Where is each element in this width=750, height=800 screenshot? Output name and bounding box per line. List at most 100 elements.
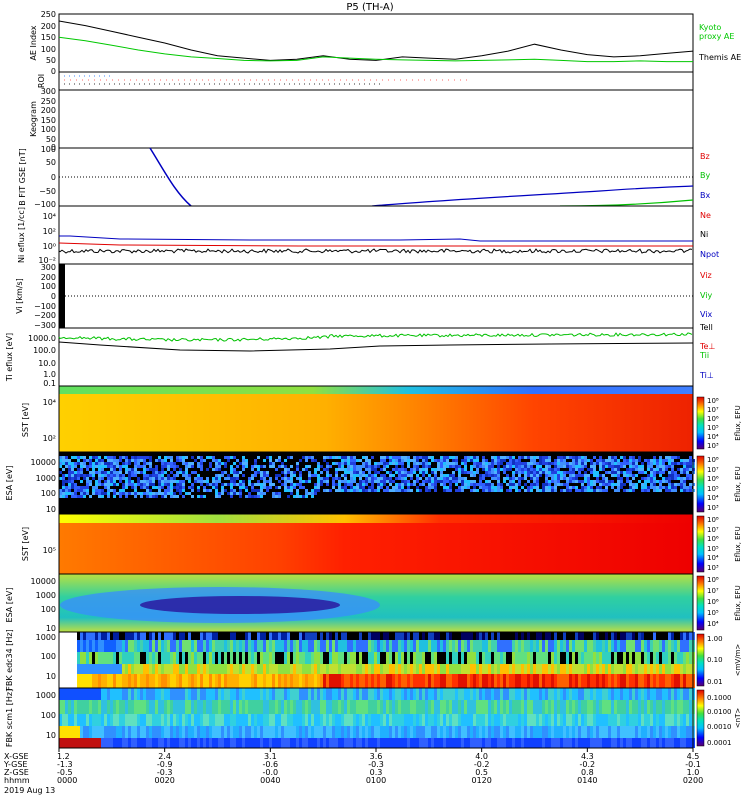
fbk-cell	[191, 700, 194, 714]
esa-e-cell	[497, 462, 500, 465]
esa-e-cell	[581, 486, 584, 489]
fbk-cell	[158, 674, 161, 688]
esa-e-cell	[131, 459, 134, 462]
esa-e-cell	[74, 483, 77, 486]
esa-e-cell	[509, 480, 512, 483]
fbk-cell	[215, 664, 218, 674]
fbk-cell	[605, 640, 608, 652]
fbk-cell	[425, 664, 428, 674]
fbk-cell	[392, 714, 395, 726]
esa-e-cell	[77, 486, 80, 489]
fbk-cell	[659, 688, 662, 700]
fbk-cell	[641, 640, 644, 652]
esa-e-cell	[452, 459, 455, 462]
fbk-cell	[137, 726, 140, 738]
legend-teperp: Te⊥	[699, 342, 715, 351]
x-axis-tick-label: 0.3	[370, 768, 383, 777]
fbk-cell	[92, 738, 95, 748]
esa-e-cell	[599, 480, 602, 483]
fbk-cell	[377, 726, 380, 738]
fbk-cell	[470, 652, 473, 664]
fbk-cell	[674, 714, 677, 726]
fbk-cell	[119, 738, 122, 748]
esa-e-cell	[194, 480, 197, 483]
esa-e-cell	[638, 465, 641, 468]
fbk-cell	[236, 652, 239, 664]
fbk-cell	[395, 632, 398, 640]
fbk-cell	[548, 652, 551, 664]
fbk-cell	[251, 688, 254, 700]
fbk-cell	[365, 664, 368, 674]
esa-e-cell	[173, 477, 176, 480]
fbk-cell	[536, 738, 539, 748]
fbk-cell	[602, 664, 605, 674]
fbk-cell	[455, 714, 458, 726]
esa-e-cell	[164, 456, 167, 459]
esa-e-cell	[563, 471, 566, 474]
fbk-cell	[116, 738, 119, 748]
fbk-cell	[629, 632, 632, 640]
esa-e-cell	[572, 465, 575, 468]
fbk-cell	[461, 738, 464, 748]
fbk-cell	[590, 664, 593, 674]
fbk-cell	[89, 688, 92, 700]
esa-e-cell	[431, 471, 434, 474]
fbk-cell	[608, 652, 611, 664]
esa-e-cell	[389, 474, 392, 477]
esa-e-cell	[248, 495, 251, 498]
esa-e-cell	[683, 489, 686, 492]
esa-e-cell	[587, 468, 590, 471]
fbk-cell	[86, 726, 89, 738]
esa-e-cell	[560, 474, 563, 477]
fbk-cell	[581, 664, 584, 674]
fbk-cell	[122, 674, 125, 688]
fbk-cell	[215, 652, 218, 664]
esa-e-cell	[422, 468, 425, 471]
esa-e-cell	[617, 459, 620, 462]
esa-e-cell	[200, 483, 203, 486]
fbk-cell	[344, 640, 347, 652]
fbk-cell	[413, 714, 416, 726]
esa-e-cell	[407, 459, 410, 462]
fbk-cell	[335, 640, 338, 652]
esa-e-cell	[71, 480, 74, 483]
fbk-cell	[239, 664, 242, 674]
esa-e-cell	[245, 459, 248, 462]
fbk-cell	[434, 664, 437, 674]
fbk-cell	[626, 632, 629, 640]
fbk-cell	[527, 714, 530, 726]
fbk-cell	[620, 674, 623, 688]
fbk-cell	[212, 700, 215, 714]
esa-e-cell	[611, 483, 614, 486]
esa-e-cell	[551, 486, 554, 489]
esa-e-cell	[68, 483, 71, 486]
fbk-cell	[140, 726, 143, 738]
fbk-cell	[671, 632, 674, 640]
fbk-cell	[476, 632, 479, 640]
esa-e-cell	[446, 486, 449, 489]
esa-e-cell	[434, 459, 437, 462]
fbk-cell	[95, 688, 98, 700]
fbk-cell	[308, 652, 311, 664]
esa-e-cell	[296, 465, 299, 468]
fbk-cell	[437, 688, 440, 700]
fbk-cell	[524, 738, 527, 748]
fbk-cell	[569, 726, 572, 738]
fbk-cell	[350, 688, 353, 700]
esa-e-cell	[506, 468, 509, 471]
esa-e-cell	[536, 480, 539, 483]
fbk-cell	[209, 700, 212, 714]
esa-e-cell	[230, 456, 233, 459]
esa-e-cell	[308, 465, 311, 468]
fbk-cell	[242, 664, 245, 674]
fbk-cell	[476, 700, 479, 714]
x-axis-tick-label: 1.2	[57, 752, 70, 761]
fbk-cell	[485, 688, 488, 700]
esa-e-cell	[89, 465, 92, 468]
fbk-cell	[365, 632, 368, 640]
esa-e-cell	[299, 474, 302, 477]
fbk-cell	[359, 700, 362, 714]
esa-e-cell	[386, 486, 389, 489]
esa-e-cell	[626, 459, 629, 462]
esa-e-cell	[77, 477, 80, 480]
